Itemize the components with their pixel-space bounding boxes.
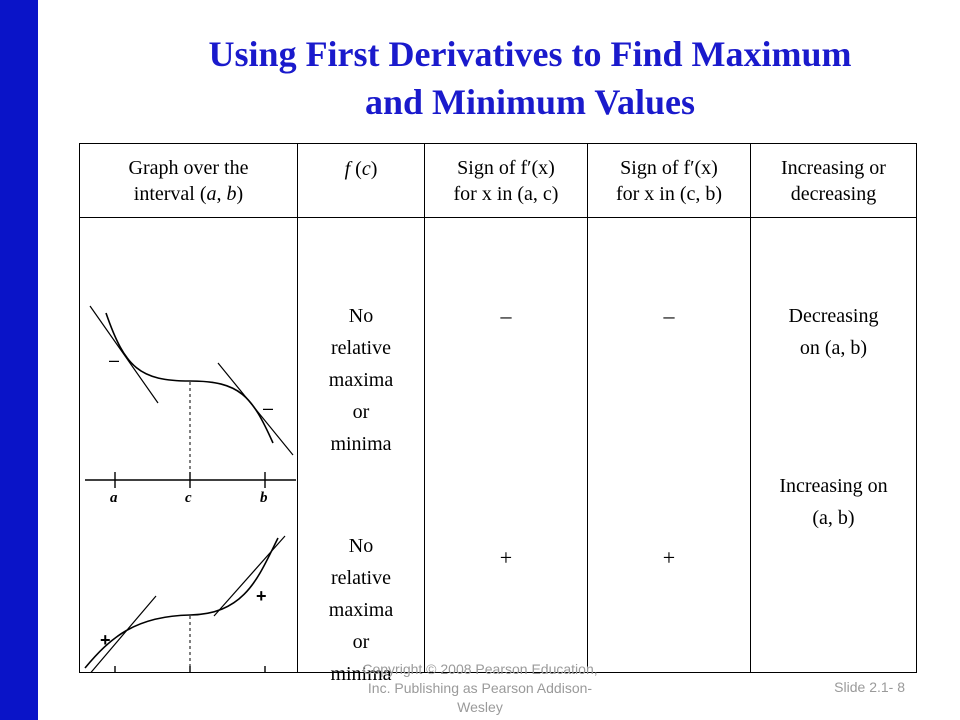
header-sign-cb-line2: for x in (c, b) bbox=[615, 182, 723, 205]
header-trend-line1: Increasing or bbox=[781, 156, 886, 179]
header-graph-a: a bbox=[206, 182, 217, 205]
side-accent-bar bbox=[0, 0, 38, 720]
copyright-line1: Copyright © 2008 Pearson Education, bbox=[362, 661, 598, 677]
trend-row1: Decreasing on (a, b) bbox=[751, 300, 916, 364]
graphs-cell: – – a c b + + bbox=[79, 217, 298, 673]
fc-row1-line1: No bbox=[348, 305, 374, 327]
sign-ac-row2: + bbox=[499, 545, 513, 570]
sign-ac-row1: – bbox=[500, 303, 512, 328]
graph1-label-c: c bbox=[185, 490, 192, 506]
body-row: – – a c b + + bbox=[79, 217, 917, 685]
copyright-notice: Copyright © 2008 Pearson Education, Inc.… bbox=[320, 660, 640, 717]
graph1-label-a: a bbox=[110, 490, 118, 506]
header-fc: f (c) bbox=[297, 143, 425, 218]
header-graph-close: ) bbox=[236, 182, 244, 205]
fc-row1-line4: or bbox=[352, 401, 370, 423]
header-graph-comma: , bbox=[216, 182, 227, 205]
fc-row2: No relative maxima or minima bbox=[298, 530, 424, 690]
fc-row2-line4: or bbox=[352, 631, 370, 653]
graph1-curve bbox=[105, 312, 274, 444]
graph1-minus-left: – bbox=[109, 350, 119, 370]
graph2-tangent-left bbox=[89, 595, 157, 673]
header-fc-open: ( bbox=[350, 158, 362, 180]
header-trend-line2: decreasing bbox=[790, 182, 877, 205]
graph2-plus-left: + bbox=[100, 630, 111, 650]
fc-row1-line2: relative bbox=[331, 337, 391, 359]
header-sign-cb: Sign of f′(x) for x in (c, b) bbox=[587, 143, 751, 218]
trend-row2: Increasing on (a, b) bbox=[751, 470, 916, 534]
graph1-minus-right: – bbox=[263, 398, 273, 418]
graph2-tangent-right bbox=[213, 535, 286, 617]
header-fc-f: f bbox=[344, 158, 351, 180]
fc-row1-line3: maxima bbox=[328, 369, 394, 391]
sign-cb-row2: + bbox=[662, 545, 676, 570]
slide-number: Slide 2.1- 8 bbox=[834, 679, 905, 695]
fc-row1-line5: minima bbox=[330, 433, 392, 455]
header-sign-ac-line1: Sign of f′(x) bbox=[457, 156, 555, 179]
slide-title: Using First Derivatives to Find Maximum … bbox=[100, 30, 960, 126]
graph1-tangent-right bbox=[217, 362, 294, 456]
first-derivative-table: Graph over the interval (a, b) f (c) Sig… bbox=[79, 143, 917, 685]
sign-cb-cell: – + bbox=[587, 217, 751, 673]
graph2-curve bbox=[84, 537, 279, 669]
fc-row2-line1: No bbox=[348, 535, 374, 557]
fc-row2-line5: minima bbox=[330, 663, 392, 685]
fc-row2-line3: maxima bbox=[328, 599, 394, 621]
copyright-line3: Wesley bbox=[457, 699, 503, 715]
copyright-line2: Inc. Publishing as Pearson Addison- bbox=[367, 680, 593, 696]
header-trend: Increasing or decreasing bbox=[750, 143, 917, 218]
sign-ac-cell: – + bbox=[424, 217, 588, 673]
header-row: Graph over the interval (a, b) f (c) Sig… bbox=[79, 143, 917, 218]
header-sign-ac: Sign of f′(x) for x in (a, c) bbox=[424, 143, 588, 218]
header-graph-line2-pre: interval ( bbox=[133, 182, 207, 205]
graph1-tangent-left bbox=[89, 305, 159, 404]
header-fc-c: c bbox=[361, 158, 371, 180]
header-graph-b: b bbox=[226, 182, 237, 205]
title-line-2: and Minimum Values bbox=[364, 82, 696, 122]
trend-row2-line2: (a, b) bbox=[812, 507, 855, 529]
header-sign-ac-line2: for x in (a, c) bbox=[453, 182, 559, 205]
header-graph-line1: Graph over the bbox=[128, 156, 249, 179]
header-sign-cb-line1: Sign of f′(x) bbox=[620, 156, 718, 179]
trend-row1-line1: Decreasing bbox=[788, 305, 879, 327]
graph1-label-b: b bbox=[260, 490, 268, 506]
trend-cell: Decreasing on (a, b) Increasing on (a, b… bbox=[750, 217, 917, 673]
graphs-svg: – – a c b + + bbox=[84, 305, 296, 673]
title-line-1: Using First Derivatives to Find Maximum bbox=[208, 34, 852, 74]
trend-row2-line1: Increasing on bbox=[779, 475, 888, 497]
fc-row2-line2: relative bbox=[331, 567, 391, 589]
trend-row1-line2: on (a, b) bbox=[799, 337, 868, 359]
graph2-plus-right: + bbox=[256, 586, 267, 606]
header-graph: Graph over the interval (a, b) bbox=[79, 143, 298, 218]
graph-decreasing: – – a c b bbox=[85, 305, 296, 506]
sign-cb-row1: – bbox=[663, 303, 675, 328]
header-fc-close: ) bbox=[370, 158, 378, 180]
fc-row1: No relative maxima or minima bbox=[298, 300, 424, 460]
fc-cell: No relative maxima or minima No relative… bbox=[297, 217, 425, 685]
graph-increasing: + + bbox=[84, 535, 286, 673]
